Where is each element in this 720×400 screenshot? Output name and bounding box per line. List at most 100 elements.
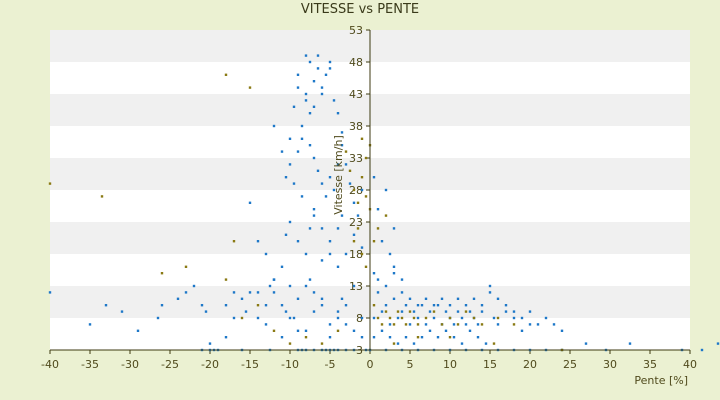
data-point <box>280 304 284 307</box>
data-point <box>372 304 376 307</box>
data-point <box>288 284 292 288</box>
data-point <box>184 265 188 268</box>
data-point <box>264 252 268 256</box>
data-point <box>480 323 484 326</box>
data-point <box>488 291 492 294</box>
data-point <box>176 297 180 300</box>
data-point <box>464 310 468 313</box>
data-point <box>336 227 340 230</box>
data-point <box>272 291 276 294</box>
data-point <box>304 329 308 332</box>
data-point <box>356 214 360 217</box>
data-point <box>344 252 348 256</box>
data-point <box>444 310 448 313</box>
data-point <box>460 316 464 320</box>
data-point <box>364 265 368 268</box>
data-point <box>492 316 496 320</box>
data-point <box>336 163 340 166</box>
data-point <box>332 99 336 102</box>
data-point <box>412 342 416 345</box>
data-point <box>312 80 316 83</box>
data-point <box>324 195 328 198</box>
data-point <box>468 310 472 313</box>
data-point <box>404 304 408 307</box>
data-point <box>256 240 260 243</box>
data-point <box>328 252 332 256</box>
data-point <box>392 297 396 300</box>
data-point <box>392 227 396 230</box>
data-point <box>320 259 324 262</box>
data-point <box>408 297 412 300</box>
data-point <box>304 284 308 288</box>
data-point <box>344 150 348 153</box>
data-point <box>360 176 364 179</box>
data-point <box>120 310 124 313</box>
data-point <box>496 297 500 300</box>
data-point <box>424 297 428 300</box>
data-point <box>292 105 296 108</box>
data-point <box>280 150 284 153</box>
data-point <box>356 227 360 230</box>
data-point <box>100 195 104 198</box>
data-point <box>340 297 344 300</box>
data-point <box>232 316 236 320</box>
data-point <box>416 304 420 307</box>
data-point <box>480 310 484 313</box>
data-point <box>456 297 460 300</box>
x-tick-label: 20 <box>523 358 537 371</box>
data-point <box>284 310 288 313</box>
data-point <box>380 310 384 313</box>
data-point <box>308 60 312 64</box>
data-point <box>716 342 720 345</box>
data-point <box>364 156 368 160</box>
x-tick-label: 15 <box>483 358 497 371</box>
data-point <box>344 163 348 166</box>
x-tick-label: -35 <box>81 358 99 371</box>
data-point <box>396 342 400 345</box>
data-point <box>296 329 300 332</box>
data-point <box>48 182 52 185</box>
data-point <box>320 86 324 89</box>
data-point <box>408 310 412 313</box>
y-axis-label: Vitesse [km/h] <box>332 135 345 215</box>
data-point <box>496 323 500 326</box>
data-point <box>328 60 332 64</box>
data-point <box>432 310 436 313</box>
data-point <box>272 278 276 281</box>
data-point <box>224 304 228 307</box>
data-point <box>400 310 404 313</box>
data-point <box>328 336 332 339</box>
y-tick-label: 13 <box>349 280 363 293</box>
x-tick-label: -20 <box>201 358 219 371</box>
data-point <box>376 291 380 294</box>
y-tick-label: 8 <box>356 312 363 325</box>
data-point <box>396 316 400 320</box>
data-point <box>520 316 524 320</box>
data-point <box>528 310 532 313</box>
data-point <box>240 316 244 320</box>
data-point <box>328 323 332 326</box>
data-point <box>476 323 480 326</box>
data-point <box>384 310 388 313</box>
x-tick-label: 5 <box>407 358 414 371</box>
data-point <box>384 284 388 288</box>
data-point <box>300 124 304 128</box>
data-point <box>408 323 412 326</box>
data-point <box>304 252 308 256</box>
data-point <box>400 278 404 281</box>
data-point <box>380 329 384 332</box>
x-tick-label: -30 <box>121 358 139 371</box>
y-tick-label: 18 <box>349 248 363 261</box>
data-point <box>296 150 300 153</box>
data-point <box>268 284 272 288</box>
data-point <box>184 291 188 294</box>
data-point <box>320 342 324 345</box>
data-point <box>388 336 392 339</box>
data-point <box>284 233 288 236</box>
data-point <box>376 278 380 281</box>
data-point <box>340 214 344 217</box>
y-tick-label: 43 <box>349 88 363 101</box>
data-point <box>436 304 440 307</box>
data-point <box>392 323 396 326</box>
data-point <box>404 323 408 326</box>
